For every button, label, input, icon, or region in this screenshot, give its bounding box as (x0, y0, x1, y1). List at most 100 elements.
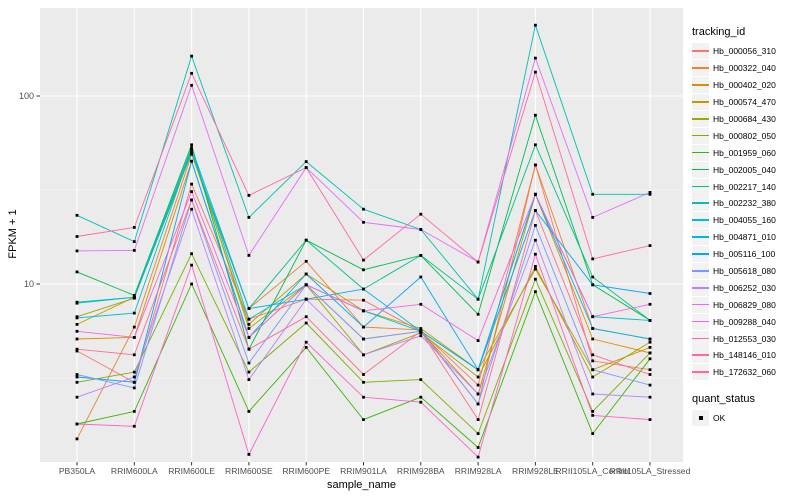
data-point (190, 152, 193, 156)
legend-item: Hb_012553_030 (692, 330, 798, 347)
data-point (591, 359, 595, 363)
legend-key-line-icon (692, 168, 709, 171)
legend-title-quant-status: quant_status (692, 392, 755, 405)
legend-item: Hb_172632_060 (692, 364, 798, 381)
legend-key-line-icon (692, 202, 709, 205)
data-point (362, 395, 365, 399)
quant-status-items: OK (692, 410, 798, 427)
data-point (75, 249, 79, 253)
data-point (476, 312, 480, 316)
data-point (534, 113, 537, 117)
data-point (362, 207, 365, 211)
legend-item: Hb_000322_040 (692, 60, 798, 77)
legend-item-label: Hb_005618_080 (713, 266, 776, 277)
legend-key-line-icon (692, 118, 709, 120)
legend-key-icon (692, 364, 709, 381)
data-point (132, 353, 136, 357)
data-point (247, 317, 251, 321)
data-point (476, 368, 480, 372)
data-point (648, 351, 652, 355)
legend-item: Hb_000802_050 (692, 127, 798, 144)
data-point (362, 287, 365, 291)
data-point (476, 383, 480, 387)
data-point (534, 277, 537, 281)
data-point (132, 226, 136, 229)
data-point (476, 432, 480, 435)
data-point (591, 216, 595, 219)
data-point (132, 311, 136, 315)
data-point (132, 370, 136, 374)
legend-item-label: Hb_000056_310 (713, 46, 776, 57)
data-point (591, 392, 595, 396)
data-point (190, 252, 193, 256)
data-point (591, 414, 595, 417)
legend-item-label: Hb_148146_010 (713, 350, 776, 361)
legend-item: Hb_009288_040 (692, 313, 798, 330)
legend-key-icon (692, 330, 709, 347)
legend-item: Hb_000056_310 (692, 43, 798, 60)
data-point (591, 315, 595, 319)
data-point (75, 375, 79, 379)
data-point (648, 337, 652, 341)
data-point (247, 370, 251, 374)
data-point (534, 209, 537, 212)
legend-key-icon (692, 144, 709, 161)
data-point (534, 267, 537, 271)
legend-item-label: Hb_000802_050 (713, 130, 776, 141)
legend-key-line-icon (692, 84, 709, 86)
data-point (247, 378, 251, 381)
legend-key-line-icon (692, 50, 709, 53)
data-point (304, 321, 308, 325)
data-point (304, 238, 308, 242)
data-point (534, 143, 537, 147)
data-point (304, 346, 308, 349)
data-point (75, 270, 79, 274)
data-point (591, 257, 595, 261)
legend-item-label: Hb_001959_060 (713, 147, 776, 158)
data-point (75, 316, 79, 320)
x-tick-label: RRIM600PE (282, 466, 330, 476)
data-point (247, 323, 251, 326)
x-tick-label: RRIM901LA (340, 466, 387, 476)
legend-item-label: Hb_004871_010 (713, 232, 776, 243)
data-point (247, 336, 251, 339)
data-point (75, 349, 79, 353)
x-tick-label: RRIM928LA (455, 466, 502, 476)
legend-item: Hb_000402_020 (692, 77, 798, 94)
legend-item-label: Hb_012553_030 (713, 333, 776, 344)
y-tick-label: 10 (24, 279, 34, 289)
data-point (75, 347, 79, 351)
legend-item-label: Hb_009288_040 (713, 316, 776, 327)
data-point (648, 357, 652, 361)
data-point (476, 446, 480, 449)
data-point (190, 263, 193, 267)
legend-item: Hb_000574_470 (692, 94, 798, 111)
data-point (304, 340, 308, 344)
legend-items: Hb_000056_310 Hb_000322_040 Hb_000402_020 H… (692, 43, 798, 381)
data-point (476, 375, 480, 379)
data-point (75, 213, 79, 217)
data-point (190, 151, 193, 154)
data-point (132, 249, 136, 252)
data-point (534, 265, 537, 268)
data-point (362, 220, 365, 224)
data-point (362, 418, 365, 421)
data-point (132, 240, 136, 243)
legend-item: Hb_005618_080 (692, 263, 798, 280)
legend-item-label: Hb_002217_140 (713, 181, 776, 192)
data-point (190, 182, 193, 186)
data-point (362, 309, 365, 313)
data-point (304, 272, 308, 276)
data-point (362, 373, 365, 376)
legend-key-line-icon (692, 354, 709, 357)
legend-item-label: Hb_000684_430 (713, 114, 776, 124)
data-point (247, 327, 251, 330)
legend-key-icon (692, 127, 709, 144)
data-point (362, 258, 365, 262)
data-point (75, 437, 79, 441)
data-point (534, 70, 537, 74)
data-point (75, 329, 79, 333)
legend-key-line-icon (692, 286, 709, 289)
data-point (190, 83, 193, 87)
data-point (419, 228, 423, 231)
